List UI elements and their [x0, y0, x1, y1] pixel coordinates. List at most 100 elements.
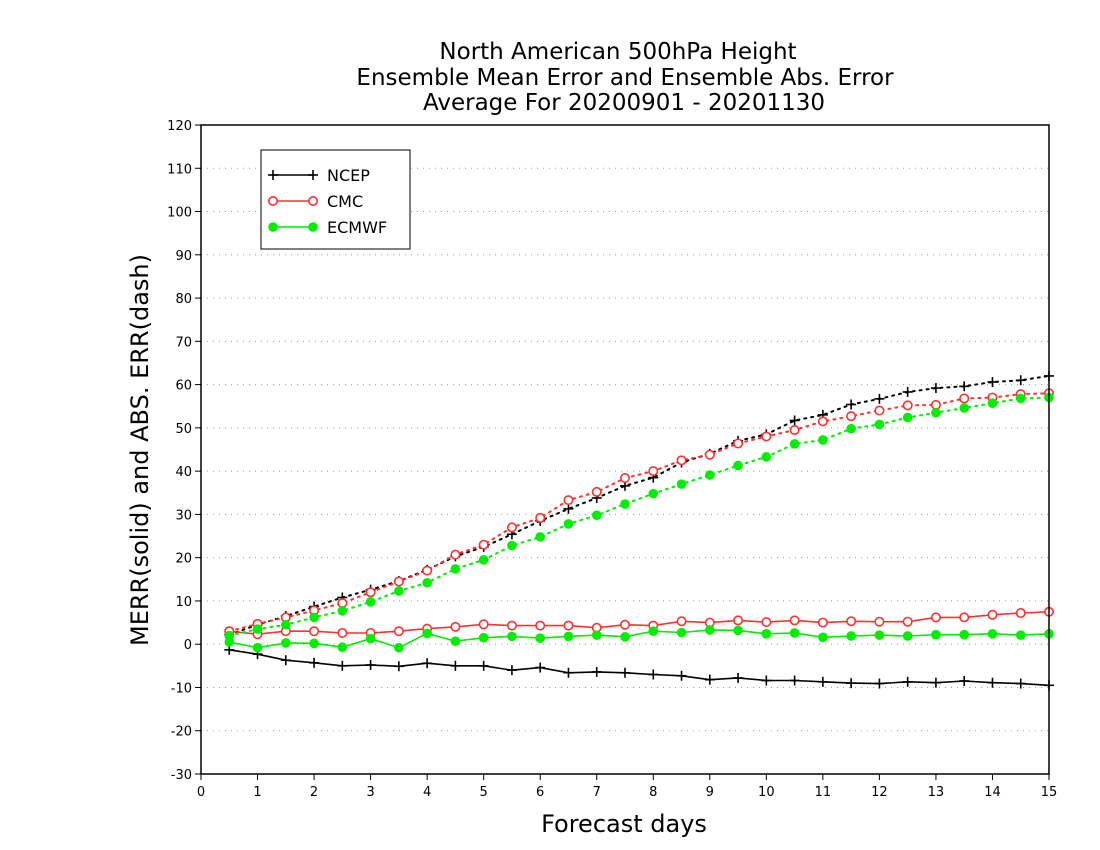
cmc-abs-err-point [422, 565, 433, 576]
ecmwf-abs-err-point [818, 435, 828, 445]
chart-title: North American 500hPa Height Ensemble Me… [356, 39, 894, 116]
ncep-merr-point [874, 678, 885, 689]
ecmwf-abs-err-point [959, 403, 969, 413]
y-tick-label: 120 [167, 119, 192, 134]
ncep-merr-point [535, 662, 546, 673]
ecmwf-merr-point [507, 631, 517, 642]
ncep-merr-point [563, 667, 574, 678]
ncep-abs-err-point [874, 393, 885, 404]
ecmwf-abs-err-point [563, 519, 574, 529]
y-tick-label: 70 [175, 335, 192, 350]
series-ncep-merr [224, 644, 1054, 691]
cmc-merr-point [761, 617, 772, 628]
ncep-abs-err-point [789, 415, 800, 426]
ecmwf-merr-point [365, 633, 376, 644]
cmc-abs-err-line [228, 392, 1050, 633]
legend-label: CMC [327, 192, 363, 211]
ecmwf-abs-err-point [789, 439, 800, 449]
cmc-abs-err-point [874, 405, 885, 416]
cmc-abs-err-point [930, 399, 941, 410]
plot-frame [200, 124, 1050, 775]
ecmwf-abs-err-point [450, 564, 461, 574]
legend-marker [307, 196, 318, 207]
legend-marker [308, 222, 318, 232]
y-tick-label: 90 [175, 249, 192, 264]
ecmwf-merr-point [620, 632, 630, 642]
ecmwf-abs-err-point [676, 479, 687, 489]
y-tick-label: 20 [175, 552, 192, 567]
legend-item-cmc: CMC [267, 192, 363, 211]
cmc-abs-err-point [959, 393, 970, 404]
cmc-abs-err-point [733, 438, 744, 449]
x-tick-label: 11 [815, 785, 832, 800]
x-tick-labels: 0 1 2 3 4 5 6 7 8 9 10 11 12 13 14 15 [197, 785, 1057, 800]
ecmwf-abs-err-point [591, 510, 602, 521]
y-gridlines [201, 167, 1049, 732]
ecmwf-abs-err-point [422, 577, 432, 588]
ecmwf-abs-err-point [337, 606, 348, 616]
cmc-abs-err-point [619, 473, 630, 484]
cmc-merr-point [959, 612, 970, 623]
cmc-merr-point [733, 615, 744, 626]
ecmwf-abs-err-point [252, 624, 263, 634]
legend-item-ncep: NCEP [268, 166, 370, 185]
ncep-merr-point [704, 674, 715, 685]
cmc-abs-err-point [789, 425, 800, 436]
ecmwf-abs-err-point [648, 488, 659, 499]
ecmwf-abs-err-point [309, 612, 319, 623]
ecmwf-merr-point [705, 625, 715, 635]
y-tick-label: 110 [167, 162, 192, 177]
ncep-merr-point [422, 658, 433, 669]
ecmwf-merr-point [987, 629, 998, 639]
ecmwf-merr-point [591, 630, 602, 640]
series-cmc-abs-err [224, 388, 1055, 637]
series-ecmwf-merr [224, 625, 1054, 653]
cmc-abs-err-point [365, 587, 376, 598]
y-tick-label: 50 [175, 422, 192, 437]
legend-label: ECMWF [327, 218, 387, 237]
y-tick-label: 0 [184, 638, 192, 653]
cmc-merr-point [902, 616, 913, 627]
ecmwf-merr-point [450, 636, 461, 646]
cmc-abs-err-point [450, 549, 461, 560]
cmc-merr-line [229, 611, 1050, 636]
cmc-abs-err-point [676, 455, 687, 466]
ncep-merr-point [733, 672, 744, 683]
cmc-abs-err-point [648, 466, 659, 477]
legend-marker [268, 222, 278, 232]
ecmwf-merr-point [309, 638, 319, 649]
y-tick-label: 30 [175, 508, 192, 523]
x-tick-label: 0 [197, 785, 205, 800]
title-line-2: Ensemble Mean Error and Ensemble Abs. Er… [356, 65, 894, 91]
x-tick-label: 10 [758, 785, 775, 800]
ecmwf-merr-point [733, 625, 743, 636]
ncep-merr-point [930, 677, 941, 688]
ncep-abs-err-point [902, 386, 913, 397]
cmc-merr-point [393, 626, 404, 637]
series-ncep-abs-err [224, 370, 1054, 640]
x-tick-label: 15 [1041, 785, 1058, 800]
ecmwf-abs-err-point [705, 470, 715, 480]
cmc-abs-err-point [337, 598, 348, 609]
ecmwf-merr-point [789, 628, 800, 638]
legend-label: NCEP [327, 166, 370, 185]
y-tick-label: 80 [175, 292, 192, 307]
legend: NCEP CMC ECMWF [260, 149, 411, 250]
cmc-merr-point [930, 612, 941, 623]
ecmwf-abs-err-point [478, 555, 489, 565]
cmc-abs-err-point [704, 449, 715, 460]
y-tick-label: -10 [171, 681, 192, 696]
x-tick-label: 12 [871, 785, 888, 800]
ecmwf-merr-point [563, 631, 574, 642]
cmc-merr-point [1015, 608, 1026, 619]
ncep-merr-point [280, 655, 291, 666]
ecmwf-merr-point [902, 631, 913, 641]
x-tick-label: 7 [593, 785, 601, 800]
ncep-merr-point [478, 660, 489, 671]
legend-marker [308, 170, 318, 180]
ecmwf-merr-point [252, 642, 263, 653]
ncep-merr-point [846, 678, 857, 689]
cmc-abs-err-point [846, 411, 857, 422]
cmc-merr-point [987, 609, 998, 620]
ecmwf-abs-err-point [987, 398, 998, 409]
